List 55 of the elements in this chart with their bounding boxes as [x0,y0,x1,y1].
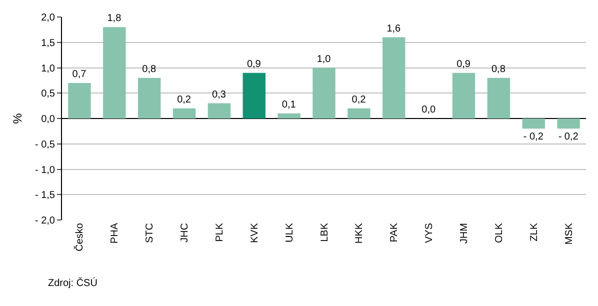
data-label: 0,2 [352,94,366,106]
data-label: 0,7 [72,68,87,80]
data-label: 0,1 [282,99,296,110]
x-tick-label: ULK [284,222,296,242]
x-tick-label: PHA [110,222,121,244]
data-label: 0,3 [212,89,226,100]
y-tick-label: 1,0 [41,63,56,74]
bar [557,118,580,129]
x-tick-label: HKK [354,222,366,244]
bar [208,103,231,118]
data-label: 0,8 [142,64,157,75]
x-tick-label: OLK [494,222,505,244]
x-tick-label: Česko [74,222,86,252]
y-tick-label: - 2,0 [34,216,56,226]
bar [278,113,300,118]
bar [487,78,510,118]
data-label: 0,9 [456,58,471,70]
y-tick-label: 0,0 [41,114,56,125]
y-tick-label: - 1,5 [34,190,56,202]
data-label: 0,8 [491,64,506,75]
bar [522,118,545,129]
data-label: 1,6 [386,23,402,34]
y-tick-label: 2,0 [41,12,56,24]
x-tick-label: PLK [214,222,226,242]
bar [68,82,91,118]
data-label: 1,8 [107,13,122,24]
y-tick-label: 0,5 [41,88,56,100]
data-label: 1,0 [316,54,332,65]
y-tick-label: 1,5 [41,38,56,49]
x-tick-label: VYS [424,222,436,244]
bar [138,78,161,118]
data-label: 0,0 [422,104,436,116]
data-label: 0,2 [177,94,192,106]
bar [452,72,476,118]
data-label: 0,9 [246,58,262,70]
data-label: - 0,2 [523,132,544,143]
bar [103,27,126,118]
x-tick-label: ZLK [528,222,540,242]
x-tick-label: PAK [389,222,400,242]
x-tick-label: KVK [249,222,260,244]
x-tick-label: JHM [458,223,470,244]
bar [312,68,336,118]
x-tick-label: MSK [564,222,575,245]
x-tick-label: LBK [319,222,330,242]
x-tick-label: JHC [180,223,191,242]
y-axis-title: % [10,112,24,124]
data-label: - 0,2 [558,132,579,143]
text: Zdroj: ČSÚ [48,277,98,289]
y-tick-label: - 1,0 [34,164,56,176]
x-tick-label: STC [144,223,156,243]
bar [242,72,266,118]
bar [172,108,196,118]
bar [382,37,406,118]
y-tick-label: - 0,5 [34,139,56,150]
bar [348,108,370,118]
